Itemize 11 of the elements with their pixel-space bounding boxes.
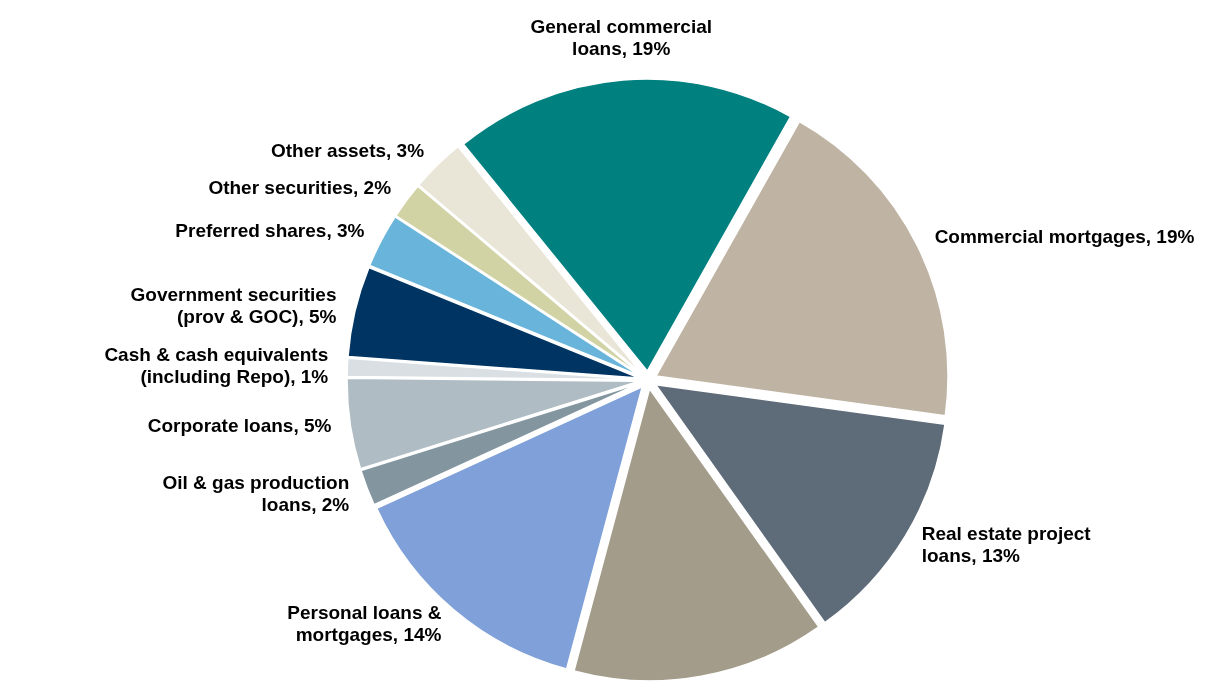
slice-label: Cash & cash equivalents (including Repo), 1% <box>104 343 329 387</box>
slice-label: Other securities, 2% <box>208 177 392 199</box>
slice-label: Other assets, 3% <box>270 139 425 161</box>
slice-label: Commercial mortgages, 19% <box>934 225 1195 247</box>
slice-label: Real estate project loans, 13% <box>921 522 1092 566</box>
slice-label: Corporate loans, 5% <box>147 414 332 436</box>
slice-label: Preferred shares, 3% <box>175 219 365 241</box>
slice-label: Personal loans & mortgages, 14% <box>287 601 442 645</box>
slice-label: General commercial loans, 19% <box>530 16 713 60</box>
slice-label: Oil & gas production loans, 2% <box>162 471 350 515</box>
slice-label: Government securities (prov & GOC), 5% <box>130 284 337 328</box>
